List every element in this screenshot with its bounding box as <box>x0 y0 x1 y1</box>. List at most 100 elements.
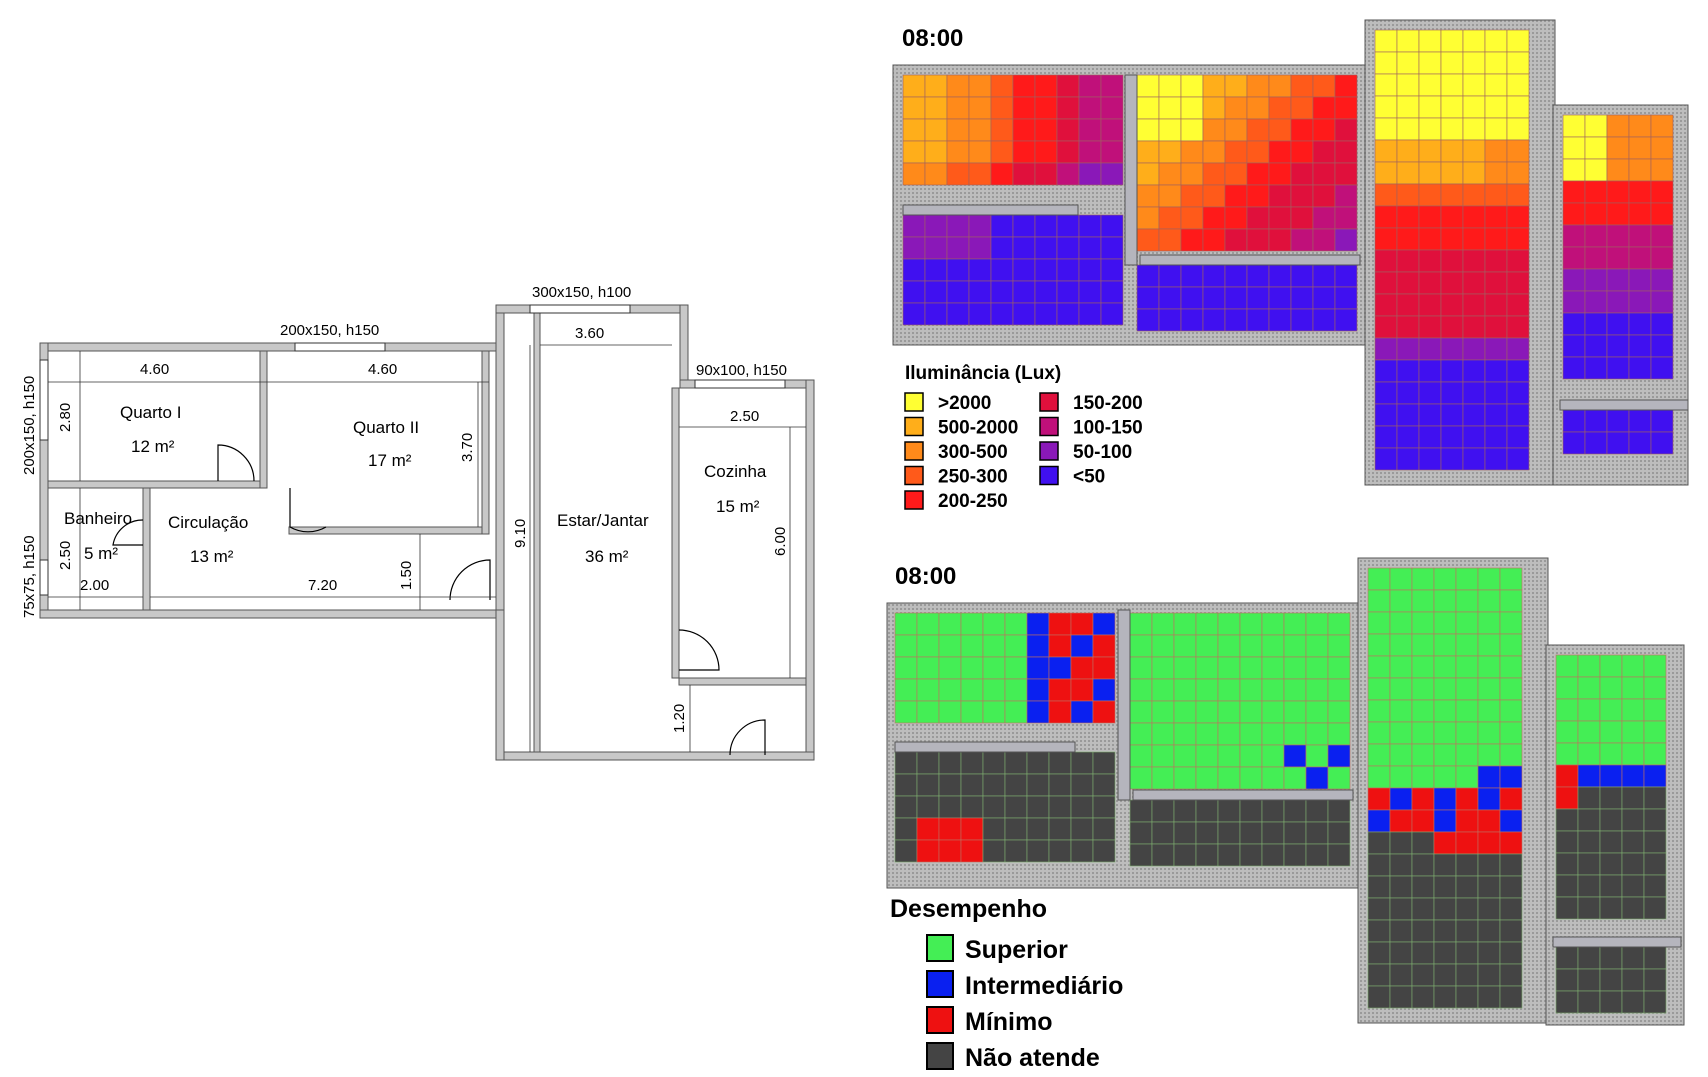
illuminance-cell <box>1606 136 1630 160</box>
performance-cell <box>1555 946 1579 970</box>
illuminance-cell <box>1418 29 1442 53</box>
illuminance-cell <box>1396 227 1420 251</box>
performance-cell <box>1092 612 1116 636</box>
illuminance-cell <box>902 258 926 282</box>
illuminance-cell <box>1374 271 1398 295</box>
performance-cell <box>1577 764 1601 788</box>
illuminance-cell <box>1078 74 1102 98</box>
illuminance-cell <box>1462 227 1486 251</box>
performance-cell <box>1283 700 1307 724</box>
performance-cell <box>1455 809 1479 833</box>
performance-cell <box>1577 654 1601 678</box>
illuminance-cell <box>1606 246 1630 270</box>
performance-cell <box>1455 611 1479 635</box>
illuminance-cell <box>1180 74 1204 98</box>
illuminance-cell <box>1202 308 1226 332</box>
illuminance-cell <box>968 118 992 142</box>
performance-cell <box>1092 751 1116 775</box>
illuminance-cell <box>1418 447 1442 471</box>
performance-cell <box>1455 567 1479 591</box>
illuminance-cell <box>1136 118 1160 142</box>
illuminance-cell <box>1584 290 1608 314</box>
performance-cell <box>1389 941 1413 965</box>
illuminance-cell <box>1650 180 1674 204</box>
performance-cell <box>1599 874 1623 898</box>
illuminance-cell <box>1484 227 1508 251</box>
performance-cell <box>1477 721 1501 745</box>
performance-cell <box>916 773 940 797</box>
performance-cell <box>1217 722 1241 746</box>
illuminance-cell <box>1562 312 1586 336</box>
illuminance-cell <box>1158 264 1182 288</box>
illuminance-inner-walls <box>902 74 1689 411</box>
performance-cell <box>1477 831 1501 855</box>
dim-quarto2-height: 3.70 <box>459 433 476 462</box>
illuminance-cell <box>1396 249 1420 273</box>
performance-cell <box>1389 831 1413 855</box>
illuminance-cell <box>1484 29 1508 53</box>
illuminance-cell <box>1246 264 1270 288</box>
performance-cell <box>1499 721 1523 745</box>
illuminance-cell <box>1374 425 1398 449</box>
performance-cell <box>1305 821 1329 845</box>
illuminance-cell <box>1334 184 1358 208</box>
performance-cell <box>1599 654 1623 678</box>
illuminance-cell <box>1374 205 1398 229</box>
performance-cell <box>1477 941 1501 965</box>
performance-cell <box>1577 742 1601 766</box>
illuminance-cell <box>1312 308 1336 332</box>
illuminance-cell <box>1584 158 1608 182</box>
illuminance-cell <box>1484 117 1508 141</box>
illuminance-cell <box>1462 29 1486 53</box>
illuminance-cell <box>1034 140 1058 164</box>
illuminance-cell <box>968 258 992 282</box>
performance-cell <box>982 612 1006 636</box>
performance-cell <box>1411 919 1435 943</box>
performance-cell <box>1411 875 1435 899</box>
illuminance-cell <box>1246 308 1270 332</box>
illuminance-cell <box>990 118 1014 142</box>
dim-cozinha-width: 2.50 <box>730 408 759 425</box>
performance-cell <box>1411 985 1435 1009</box>
performance-cell <box>1577 852 1601 876</box>
performance-cell <box>1477 875 1501 899</box>
illuminance-cell <box>1100 302 1124 326</box>
illuminance-cell <box>1158 206 1182 230</box>
performance-cell <box>1195 821 1219 845</box>
performance-cell <box>1151 799 1175 823</box>
illuminance-cell <box>1078 236 1102 260</box>
illuminance-cell <box>1418 227 1442 251</box>
illuminance-cell <box>1136 74 1160 98</box>
illuminance-cell <box>1628 334 1652 358</box>
illuminance-cell <box>1012 162 1036 186</box>
performance-cell <box>1643 720 1667 744</box>
performance-cell <box>1433 941 1457 965</box>
performance-cell <box>1217 656 1241 680</box>
illuminance-cell <box>1506 293 1530 317</box>
performance-cell <box>1389 809 1413 833</box>
performance-legend-swatch <box>926 970 954 998</box>
illuminance-cell <box>1650 312 1674 336</box>
performance-cell <box>1195 766 1219 790</box>
illuminance-cell <box>1312 184 1336 208</box>
performance-cell <box>1092 678 1116 702</box>
performance-cell <box>938 700 962 724</box>
illuminance-cell <box>1484 249 1508 273</box>
performance-cell <box>1389 853 1413 877</box>
performance-legend-label: Intermediário <box>965 972 1123 1000</box>
performance-cell <box>1389 633 1413 657</box>
performance-cell <box>1305 678 1329 702</box>
illuminance-cell <box>990 236 1014 260</box>
performance-cell <box>1261 700 1285 724</box>
illuminance-cell <box>1078 280 1102 304</box>
performance-cell <box>1455 765 1479 789</box>
illuminance-cell <box>1078 258 1102 282</box>
performance-cell <box>1555 874 1579 898</box>
performance-cell <box>1283 678 1307 702</box>
illuminance-cell <box>1246 118 1270 142</box>
performance-legend-swatch <box>926 934 954 962</box>
performance-cell <box>1151 700 1175 724</box>
illuminance-cell <box>1158 308 1182 332</box>
performance-cell <box>916 839 940 863</box>
illuminance-cell <box>1628 356 1652 380</box>
